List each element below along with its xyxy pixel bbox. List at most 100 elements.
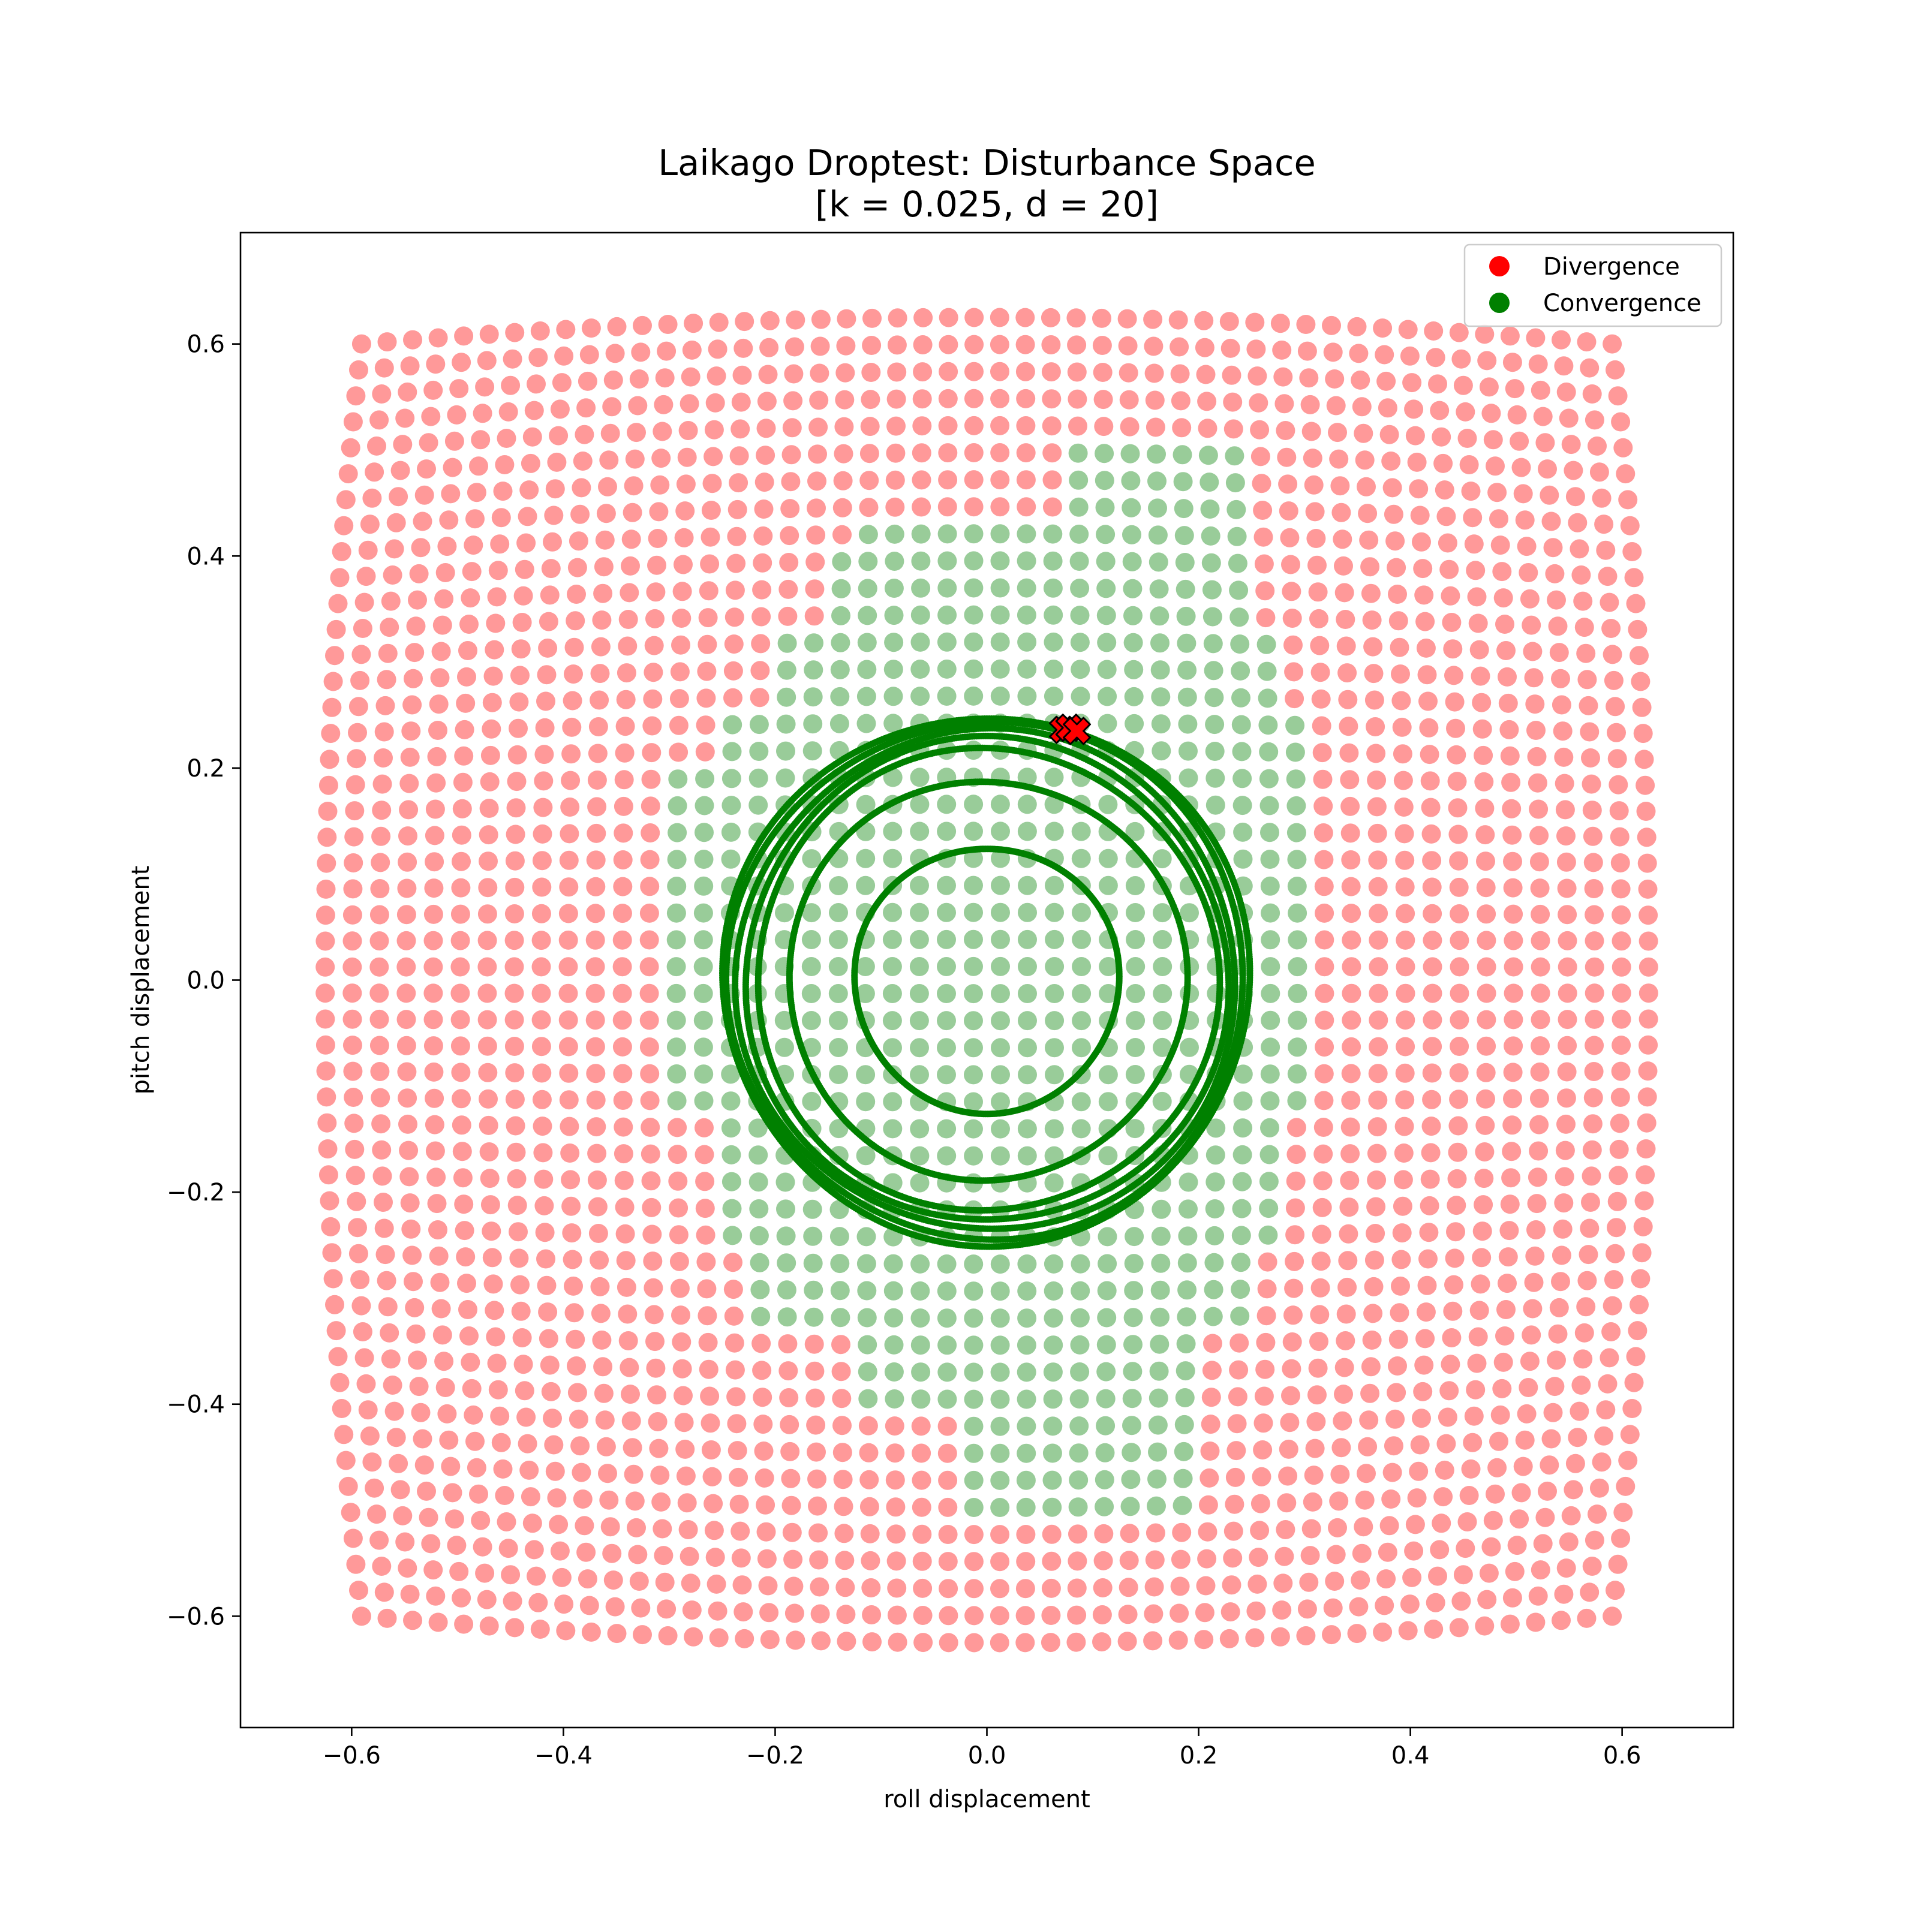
divergence-point [532, 1090, 552, 1109]
divergence-point [1585, 983, 1604, 1003]
divergence-point [592, 610, 612, 630]
divergence-point [450, 983, 470, 1003]
divergence-point [1247, 1574, 1267, 1594]
divergence-point [1315, 930, 1334, 950]
divergence-point [1400, 346, 1420, 366]
convergence-point [1017, 795, 1037, 814]
divergence-point [1634, 750, 1654, 769]
divergence-point [452, 799, 472, 818]
divergence-point [479, 324, 499, 344]
convergence-point [693, 1037, 713, 1057]
divergence-point [501, 375, 521, 395]
divergence-point [1540, 1455, 1559, 1475]
divergence-point [640, 1064, 660, 1084]
divergence-point [480, 745, 500, 765]
divergence-point [1331, 502, 1351, 522]
convergence-point [909, 1011, 929, 1031]
convergence-point [990, 1498, 1010, 1517]
divergence-point [491, 1433, 511, 1452]
divergence-point [1358, 504, 1378, 523]
divergence-point [1334, 1358, 1354, 1377]
divergence-point [1583, 853, 1603, 872]
convergence-point [1045, 875, 1064, 895]
divergence-point [473, 1537, 492, 1557]
divergence-point [752, 1361, 772, 1380]
divergence-point [1556, 826, 1576, 846]
divergence-point [621, 529, 641, 549]
convergence-point [1126, 1038, 1145, 1057]
divergence-point [1279, 501, 1298, 521]
divergence-point [990, 416, 1010, 435]
divergence-point [644, 1305, 664, 1325]
divergence-point [1467, 587, 1487, 607]
divergence-point [403, 330, 422, 350]
convergence-point [1233, 849, 1253, 869]
divergence-point [1438, 1407, 1457, 1427]
divergence-point [732, 365, 752, 385]
divergence-point [835, 1578, 855, 1597]
convergence-point [884, 1362, 904, 1382]
convergence-point [1045, 1011, 1065, 1031]
divergence-point [631, 342, 651, 362]
divergence-point [398, 852, 417, 872]
convergence-point [964, 1254, 984, 1274]
divergence-point [477, 1010, 497, 1030]
divergence-point [615, 1197, 635, 1217]
divergence-point [477, 957, 497, 977]
divergence-point [1490, 535, 1510, 555]
divergence-point [539, 1329, 558, 1349]
divergence-point [372, 384, 392, 404]
divergence-point [674, 1386, 693, 1406]
divergence-point [354, 592, 374, 612]
divergence-point [532, 1063, 552, 1083]
divergence-point [1093, 1578, 1113, 1597]
divergence-point [1439, 559, 1459, 579]
convergence-point [1070, 579, 1090, 598]
divergence-point [1479, 1563, 1499, 1583]
convergence-point [1072, 1038, 1091, 1058]
divergence-point [1474, 772, 1494, 792]
divergence-point [704, 447, 723, 467]
convergence-point [991, 1119, 1010, 1139]
divergence-point [1254, 1386, 1274, 1406]
divergence-point [990, 1552, 1010, 1572]
convergence-point [1229, 607, 1249, 627]
convergence-point [1173, 472, 1193, 492]
divergence-point [507, 1196, 527, 1215]
divergence-point [709, 1628, 729, 1648]
divergence-point [810, 1604, 830, 1624]
convergence-point [1232, 796, 1252, 815]
divergence-point [754, 473, 774, 492]
divergence-point [723, 688, 742, 708]
divergence-point [1632, 697, 1652, 717]
divergence-point [493, 1459, 513, 1479]
divergence-point [1585, 1530, 1604, 1550]
divergence-point [1531, 983, 1550, 1003]
convergence-point [1202, 580, 1222, 600]
divergence-point [912, 443, 931, 463]
divergence-point [1392, 717, 1412, 737]
divergence-point [381, 591, 401, 611]
divergence-point [345, 1139, 365, 1159]
convergence-point [1095, 1497, 1114, 1516]
divergence-point [1414, 1355, 1434, 1375]
divergence-point [1528, 773, 1547, 793]
convergence-point [1260, 876, 1280, 896]
convergence-point [882, 957, 902, 976]
divergence-point [1538, 1481, 1557, 1501]
divergence-point [784, 364, 804, 384]
divergence-point [913, 1606, 933, 1625]
convergence-point [937, 578, 957, 598]
divergence-point [573, 452, 593, 471]
divergence-point [353, 1322, 372, 1341]
divergence-point [1119, 363, 1138, 383]
convergence-point [910, 795, 930, 814]
divergence-point [452, 851, 471, 871]
divergence-point [1507, 405, 1527, 425]
convergence-point [721, 796, 741, 815]
divergence-point [1445, 692, 1465, 712]
divergence-point [483, 666, 503, 686]
convergence-point [829, 1065, 849, 1084]
convergence-point [1044, 1308, 1063, 1328]
convergence-point [775, 1037, 794, 1057]
